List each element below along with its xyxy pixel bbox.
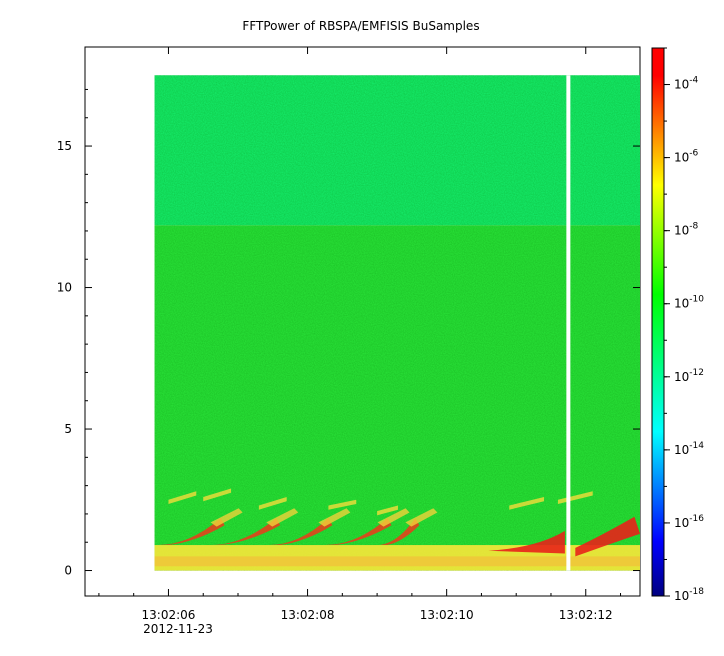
chorus-echo	[266, 508, 299, 527]
y-tick-label: 0	[64, 564, 72, 578]
chorus-element	[488, 530, 565, 554]
chorus-echo	[405, 508, 438, 527]
colorbar-tick-label: 10-8	[674, 222, 699, 238]
chorus-streak	[509, 496, 545, 510]
chorus-streak	[377, 505, 398, 516]
y-tick-label: 10	[57, 281, 72, 295]
data-gap	[566, 75, 571, 571]
low-frequency-core	[154, 556, 640, 567]
chorus-echo	[318, 508, 351, 527]
x-tick-label: 13:02:10	[420, 608, 474, 622]
chorus-echo	[377, 508, 410, 527]
y-axis: 0 5 10 15	[57, 88, 640, 578]
x-tick-label: 13:02:08	[281, 608, 335, 622]
x-axis: 13:02:06 13:02:08 13:02:10 13:02:12	[98, 47, 622, 622]
y-tick-label: 15	[57, 139, 72, 153]
colorbar: 10-4 10-6 10-8 10-10 10-12 10-14 10-16 10-18	[651, 47, 704, 603]
chorus-streak	[168, 491, 197, 505]
colorbar-tick-label: 10-16	[674, 514, 704, 530]
x-tick-label: 13:02:12	[559, 608, 613, 622]
colorbar-tick-label: 10-18	[674, 587, 704, 603]
colorbar-gradient	[651, 47, 665, 597]
chorus-streak	[258, 496, 287, 510]
x-tick-label: 13:02:06	[142, 608, 196, 622]
noise-texture	[154, 75, 640, 571]
colorbar-tick-label: 10-6	[674, 149, 699, 165]
chorus-streak	[203, 488, 232, 502]
chorus-echo	[210, 508, 243, 527]
x-axis-date-label: 2012-11-23	[143, 622, 213, 636]
colorbar-tick-label: 10-12	[674, 368, 704, 384]
y-tick-label: 5	[64, 422, 72, 436]
chorus-element	[575, 516, 640, 557]
colorbar-tick-label: 10-14	[674, 441, 704, 457]
chart-title: FFTPower of RBSPA/EMFISIS BuSamples	[242, 19, 479, 33]
colorbar-tick-label: 10-4	[674, 76, 699, 92]
spectrogram-heatmap	[154, 75, 640, 571]
chorus-streak	[328, 499, 357, 510]
colorbar-tick-label: 10-10	[674, 295, 704, 311]
